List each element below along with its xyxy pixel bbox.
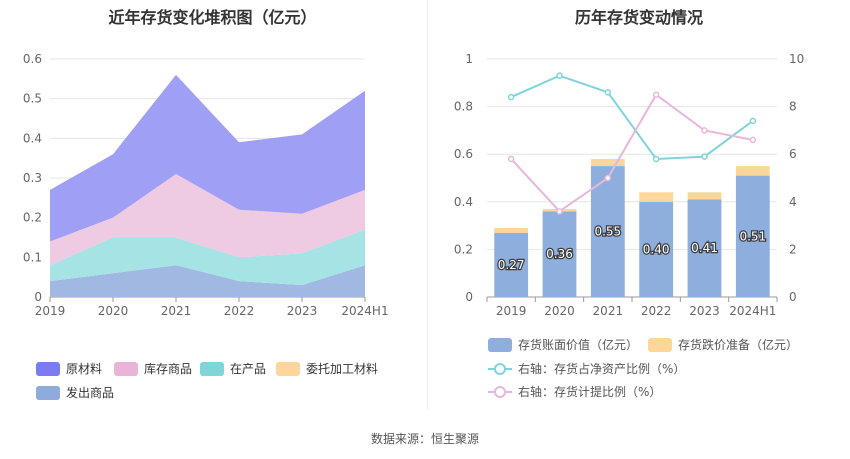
line-point — [701, 153, 708, 160]
legend-label: 右轴：存货计提比例（%） — [518, 385, 662, 399]
legend-label: 委托加工材料 — [306, 362, 379, 376]
line-point — [556, 72, 563, 79]
bar-impairment — [590, 158, 625, 167]
legend-swatch — [488, 362, 512, 376]
legend-swatch — [648, 337, 672, 352]
panel-divider — [427, 0, 428, 410]
bar-data-label: 0.51 — [739, 229, 766, 243]
bar-impairment — [735, 166, 770, 176]
legend-swatch — [114, 361, 138, 376]
x-tick-label: 2022 — [224, 304, 255, 318]
y-tick-label: 0.3 — [23, 171, 42, 185]
legend-swatch — [488, 337, 512, 352]
legend-swatch — [276, 361, 300, 376]
legend-swatch — [36, 361, 60, 376]
line-point — [749, 136, 757, 144]
y2-tick-label: 10 — [789, 52, 804, 66]
legend-item[interactable]: 存货账面价值（亿元） — [488, 336, 638, 353]
legend-swatch — [488, 385, 512, 399]
legend-item[interactable]: 发出商品 — [36, 384, 114, 401]
bar-book-value — [590, 166, 625, 297]
bar-data-label: 0.36 — [546, 247, 573, 261]
y2-tick-label: 4 — [789, 195, 797, 209]
y2-tick-label: 0 — [789, 290, 797, 304]
x-tick-label: 2021 — [161, 304, 192, 318]
bar-data-label: 0.27 — [498, 258, 525, 272]
line-point — [652, 155, 660, 163]
line-point — [556, 208, 563, 215]
line-series — [510, 74, 754, 160]
legend-item[interactable]: 原材料 — [36, 360, 102, 377]
line-point — [652, 91, 660, 98]
line-point — [604, 174, 612, 182]
line-point — [604, 89, 612, 96]
x-tick-label: 2020 — [98, 304, 129, 318]
line-point — [701, 127, 708, 134]
bar-impairment — [494, 227, 529, 233]
y-tick-label: 0.5 — [23, 92, 42, 106]
bar-data-label: 0.41 — [691, 241, 718, 255]
left-chart-title: 近年存货变化堆积图（亿元） — [108, 8, 317, 27]
y-tick-label: 0.8 — [454, 100, 473, 114]
y-tick-label: 0.1 — [23, 250, 42, 264]
x-tick-label: 2022 — [641, 304, 672, 318]
y-tick-label: 0 — [34, 290, 42, 304]
data-source-note: 数据来源：恒生聚源 — [370, 432, 479, 446]
y-tick-label: 0.2 — [23, 211, 42, 225]
y-tick-label: 0.2 — [454, 242, 473, 256]
right-chart-title: 历年存货变动情况 — [574, 8, 703, 27]
legend-label: 存货跌价准备（亿元） — [678, 338, 799, 352]
y-tick-label: 0.6 — [23, 52, 42, 66]
x-tick-label: 2021 — [593, 304, 624, 318]
line-series — [510, 93, 754, 213]
x-tick-label: 2023 — [689, 304, 720, 318]
y2-tick-label: 2 — [789, 242, 797, 256]
y-tick-label: 0.4 — [23, 131, 42, 145]
area-原材料 — [50, 74, 365, 242]
legend-label: 库存商品 — [144, 362, 193, 376]
line-point — [507, 155, 515, 163]
legend-label: 发出商品 — [66, 386, 115, 400]
bar-book-value — [639, 201, 674, 297]
legend-item[interactable]: 右轴：存货计提比例（%） — [488, 383, 661, 400]
legend-item[interactable]: 在产品 — [200, 360, 266, 377]
bar-book-value — [735, 175, 770, 297]
area-在产品 — [50, 229, 365, 286]
y-tick-label: 0 — [465, 290, 473, 304]
area-库存商品 — [50, 174, 365, 266]
bar-book-value — [494, 232, 529, 297]
legend-item[interactable]: 委托加工材料 — [276, 360, 378, 377]
legend-item[interactable]: 库存商品 — [114, 360, 192, 377]
x-tick-label: 2024H1 — [729, 304, 776, 318]
legend-swatch — [36, 385, 60, 400]
legend-label: 存货账面价值（亿元） — [518, 338, 639, 352]
line-point — [749, 117, 757, 125]
bar-book-value — [687, 199, 722, 297]
line-point — [507, 93, 515, 101]
legend-label: 在产品 — [230, 362, 267, 376]
area-发出商品 — [50, 265, 365, 297]
x-tick-label: 2023 — [287, 304, 318, 318]
y2-tick-label: 8 — [789, 100, 797, 114]
legend-label: 右轴：存货占净资产比例（%） — [518, 362, 686, 376]
y-tick-label: 0.6 — [454, 147, 473, 161]
bar-book-value — [542, 211, 577, 297]
bar-impairment — [687, 192, 722, 200]
legend-item[interactable]: 右轴：存货占净资产比例（%） — [488, 360, 685, 377]
legend-swatch — [200, 361, 224, 376]
bar-impairment — [639, 192, 674, 202]
x-tick-label: 2024H1 — [341, 304, 388, 318]
x-tick-label: 2019 — [35, 304, 66, 318]
bar-data-label: 0.55 — [594, 225, 621, 239]
x-tick-label: 2019 — [496, 304, 527, 318]
x-tick-label: 2020 — [544, 304, 575, 318]
y-tick-label: 0.4 — [454, 195, 473, 209]
bar-data-label: 0.40 — [643, 242, 670, 256]
stacked-area-chart: 0 0.1 0.2 0.3 0.4 0.5 0.6 2019 2020 2021 2022 2023 2… — [23, 52, 389, 318]
y2-tick-label: 6 — [789, 147, 797, 161]
legend-item[interactable]: 存货跌价准备（亿元） — [648, 336, 798, 353]
legend-label: 原材料 — [66, 362, 103, 376]
y-tick-label: 1 — [465, 52, 473, 66]
